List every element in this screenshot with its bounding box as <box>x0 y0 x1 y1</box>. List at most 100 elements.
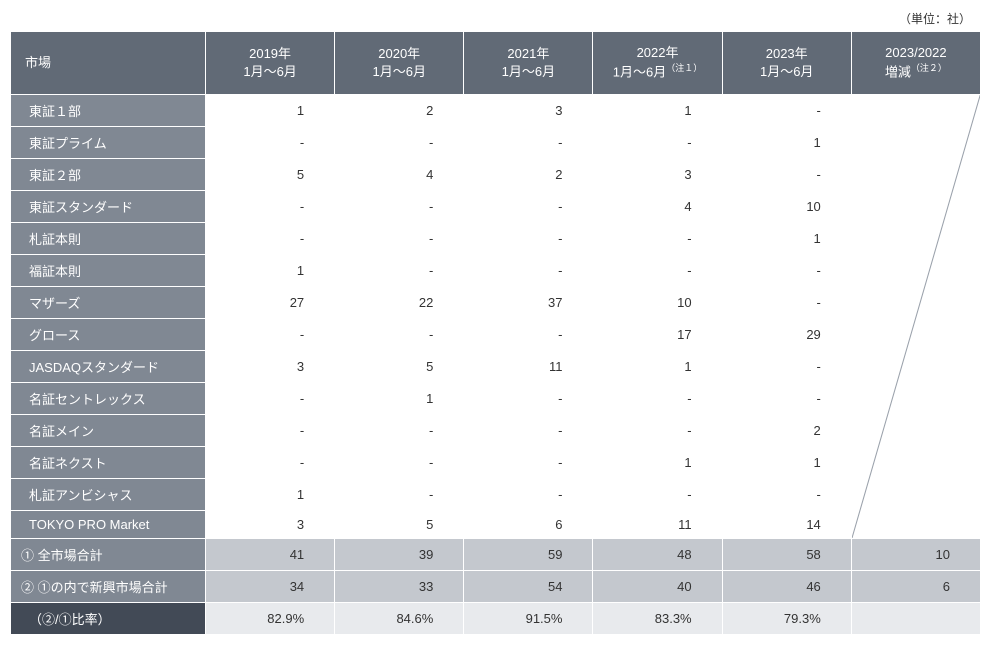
row-label: 名証ネクスト <box>11 447 206 479</box>
cell-value: - <box>464 383 593 415</box>
note2: （注２） <box>911 63 947 73</box>
cell-value: - <box>464 479 593 511</box>
row-label: 名証セントレックス <box>11 383 206 415</box>
table-row: JASDAQスタンダード35111- <box>11 351 981 383</box>
ratio-value: 82.9% <box>206 603 335 635</box>
cell-value: - <box>335 479 464 511</box>
total-value: 40 <box>593 571 722 603</box>
cell-value: - <box>722 95 851 127</box>
cell-value: - <box>722 255 851 287</box>
total-label: ② ①の内で新興市場合計 <box>11 571 206 603</box>
cell-value: 4 <box>335 159 464 191</box>
row-label: 名証メイン <box>11 415 206 447</box>
row-label: 福証本則 <box>11 255 206 287</box>
cell-value: 6 <box>464 511 593 539</box>
cell-value: 37 <box>464 287 593 319</box>
cell-value: - <box>206 319 335 351</box>
cell-value: 17 <box>593 319 722 351</box>
cell-value: 29 <box>722 319 851 351</box>
total-value: 54 <box>464 571 593 603</box>
cell-value: 5 <box>335 351 464 383</box>
header-col-2020: 2020年1月～6月 <box>335 32 464 95</box>
header-col-diff: 2023/2022増減（注２） <box>851 32 980 95</box>
cell-value: - <box>335 255 464 287</box>
cell-value: - <box>335 319 464 351</box>
header-col-2019: 2019年1月～6月 <box>206 32 335 95</box>
cell-value: 10 <box>593 287 722 319</box>
cell-value: - <box>722 479 851 511</box>
total-value: 58 <box>722 539 851 571</box>
header-col-2023: 2023年1月～6月 <box>722 32 851 95</box>
cell-value: - <box>206 127 335 159</box>
cell-value: - <box>722 159 851 191</box>
unit-label: （単位：社） <box>10 10 981 27</box>
cell-value: 1 <box>722 127 851 159</box>
table-row: マザーズ27223710- <box>11 287 981 319</box>
total-value: 41 <box>206 539 335 571</box>
cell-value: - <box>335 447 464 479</box>
ipo-market-table: 市場 2019年1月～6月 2020年1月～6月 2021年1月～6月 2022… <box>10 31 981 635</box>
row-label: 東証スタンダード <box>11 191 206 223</box>
cell-value: 22 <box>335 287 464 319</box>
table-row: TOKYO PRO Market3561114 <box>11 511 981 539</box>
total-label: ① 全市場合計 <box>11 539 206 571</box>
table-row: グロース---1729 <box>11 319 981 351</box>
cell-value: - <box>722 383 851 415</box>
ratio-value: 79.3% <box>722 603 851 635</box>
table-row: 東証スタンダード---410 <box>11 191 981 223</box>
row-label: 東証２部 <box>11 159 206 191</box>
cell-value: 5 <box>206 159 335 191</box>
cell-value: - <box>464 127 593 159</box>
cell-value: 5 <box>335 511 464 539</box>
table-row: 名証メイン----2 <box>11 415 981 447</box>
row-label: JASDAQスタンダード <box>11 351 206 383</box>
row-label: 東証プライム <box>11 127 206 159</box>
cell-value: 10 <box>722 191 851 223</box>
diff-diagonal-cell <box>851 95 980 539</box>
header-col-2021: 2021年1月～6月 <box>464 32 593 95</box>
header-col-2022: 2022年1月～6月（注１） <box>593 32 722 95</box>
cell-value: - <box>593 127 722 159</box>
cell-value: - <box>206 447 335 479</box>
diff-value: 6 <box>851 571 980 603</box>
cell-value: - <box>335 127 464 159</box>
table-row: 東証１部1231- <box>11 95 981 127</box>
note1: （注１） <box>666 63 702 73</box>
cell-value: 1 <box>206 255 335 287</box>
cell-value: 1 <box>593 351 722 383</box>
row-label: グロース <box>11 319 206 351</box>
ratio-value: 83.3% <box>593 603 722 635</box>
cell-value: - <box>464 415 593 447</box>
cell-value: - <box>335 415 464 447</box>
cell-value: - <box>206 415 335 447</box>
cell-value: - <box>464 319 593 351</box>
cell-value: 1 <box>206 479 335 511</box>
cell-value: 1 <box>593 447 722 479</box>
ratio-row: （②/①比率）82.9%84.6%91.5%83.3%79.3% <box>11 603 981 635</box>
table-row: 札証本則----1 <box>11 223 981 255</box>
total-value: 59 <box>464 539 593 571</box>
cell-value: - <box>335 223 464 255</box>
cell-value: - <box>593 415 722 447</box>
table-row: 札証アンビシャス1---- <box>11 479 981 511</box>
cell-value: 1 <box>335 383 464 415</box>
row-label: 札証アンビシャス <box>11 479 206 511</box>
cell-value: 1 <box>593 95 722 127</box>
cell-value: 1 <box>722 223 851 255</box>
cell-value: 2 <box>464 159 593 191</box>
header-row: 市場 2019年1月～6月 2020年1月～6月 2021年1月～6月 2022… <box>11 32 981 95</box>
header-market: 市場 <box>11 32 206 95</box>
cell-value: - <box>593 383 722 415</box>
cell-value: 2 <box>335 95 464 127</box>
table-row: 福証本則1---- <box>11 255 981 287</box>
table-row: 東証２部5423- <box>11 159 981 191</box>
row-label: TOKYO PRO Market <box>11 511 206 539</box>
cell-value: - <box>464 191 593 223</box>
cell-value: - <box>464 447 593 479</box>
table-row: 名証セントレックス-1--- <box>11 383 981 415</box>
cell-value: - <box>593 479 722 511</box>
cell-value: - <box>722 351 851 383</box>
cell-value: 11 <box>464 351 593 383</box>
ratio-label: （②/①比率） <box>11 603 206 635</box>
cell-value: 3 <box>593 159 722 191</box>
